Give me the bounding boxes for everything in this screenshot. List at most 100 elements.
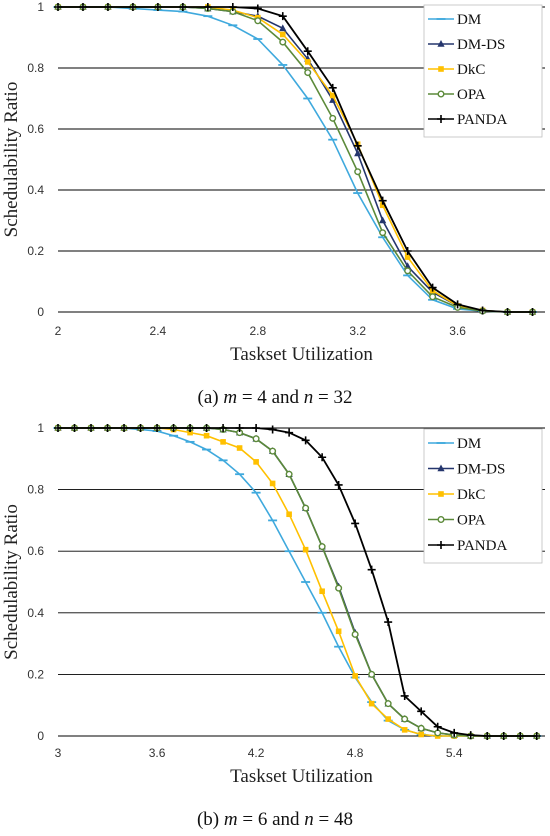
caption-and: and — [267, 809, 304, 830]
point-PANDA — [400, 691, 409, 700]
legend-label-DM-DS: DM-DS — [457, 37, 505, 53]
point-OPA — [285, 470, 293, 478]
point-OPA — [329, 114, 337, 122]
point-PANDA — [285, 428, 294, 437]
point-PANDA — [278, 12, 287, 21]
point-OPA — [279, 38, 287, 46]
legend-marker-DM-DS — [437, 464, 445, 472]
legend-b: DM DM-DS DkC OPA PANDA — [423, 428, 543, 564]
point-DkC — [404, 254, 411, 260]
point-PANDA — [103, 424, 112, 432]
legend-label-DM: DM — [457, 436, 481, 452]
point-PANDA — [403, 247, 412, 255]
x-tick-label-a: 3.2 — [349, 324, 366, 338]
point-DkC — [286, 511, 292, 518]
x-tick-label-b: 5.4 — [446, 746, 463, 760]
caption-n: n — [304, 809, 314, 830]
point-PANDA — [528, 308, 537, 316]
point-DM-DS — [279, 24, 287, 32]
legend-marker-OPA — [437, 515, 445, 523]
y-tick-label-b: 0.2 — [27, 667, 44, 681]
point-PANDA — [367, 565, 376, 574]
y-tick-label-b: 0.8 — [27, 483, 44, 497]
point-PANDA — [120, 424, 129, 432]
point-DkC — [302, 546, 309, 553]
point-PANDA — [428, 283, 437, 292]
point-DkC — [418, 731, 424, 738]
point-DkC — [304, 59, 311, 65]
point-OPA — [401, 715, 409, 723]
point-OPA — [379, 229, 387, 237]
caption-prefix: (b) — [197, 809, 224, 830]
chart-panel-a: 0 0.2 0.4 0.6 0.8 1 2 2.4 2.8 3.2 3.6 Taskset Utili… — [1, 0, 545, 408]
y-axis-title-b: Schedulability Ratio — [1, 504, 22, 660]
point-OPA — [368, 670, 376, 678]
point-PANDA — [87, 424, 96, 432]
point-OPA — [304, 69, 312, 77]
point-OPA — [404, 267, 412, 275]
point-PANDA — [54, 3, 62, 11]
point-PANDA — [103, 3, 112, 11]
point-PANDA — [153, 3, 162, 11]
point-DkC — [236, 445, 243, 451]
x-tick-label-a: 3.6 — [449, 324, 466, 338]
legend-label-DM: DM — [457, 12, 481, 28]
point-PANDA — [334, 480, 343, 489]
legend-marker-DkC — [438, 66, 444, 72]
point-DkC — [220, 439, 226, 445]
series-PANDA-a — [54, 3, 537, 316]
caption-m: m — [224, 809, 238, 830]
legend-marker-DkC — [438, 491, 444, 497]
point-PANDA — [78, 3, 87, 11]
point-PANDA — [153, 424, 162, 432]
point-OPA — [252, 435, 260, 443]
x-tick-label-a: 2.4 — [150, 324, 167, 338]
legend-marker-PANDA — [437, 115, 445, 123]
caption-n-value: = 32 — [313, 387, 352, 408]
x-tick-label-b: 4.8 — [347, 746, 364, 760]
x-axis-title-b: Taskset Utilization — [230, 766, 373, 787]
point-OPA — [302, 504, 310, 512]
point-PANDA — [532, 732, 541, 740]
point-DkC — [335, 628, 342, 635]
point-DkC — [253, 459, 259, 465]
point-PANDA — [466, 731, 475, 740]
point-DkC — [279, 31, 286, 38]
point-PANDA — [503, 308, 512, 316]
point-PANDA — [70, 424, 79, 432]
point-DkC — [187, 429, 193, 436]
legend-label-DkC: DkC — [457, 487, 485, 503]
point-DkC — [401, 727, 408, 733]
y-tick-label-a: 1 — [37, 0, 44, 14]
point-PANDA — [186, 424, 195, 432]
point-OPA — [417, 724, 425, 732]
legend-label-DkC: DkC — [457, 62, 485, 78]
y-tick-label-a: 0 — [37, 305, 44, 319]
point-PANDA — [328, 83, 337, 92]
point-PANDA — [219, 424, 228, 432]
legend-marker-OPA — [437, 90, 445, 98]
legend-label-PANDA: PANDA — [457, 112, 507, 128]
point-PANDA — [318, 453, 327, 462]
point-DkC — [379, 202, 386, 209]
x-tick-label-b: 3.6 — [149, 746, 166, 760]
point-OPA — [434, 729, 442, 737]
point-OPA — [318, 543, 326, 551]
caption-m-value: = 6 — [238, 809, 268, 830]
point-PANDA — [351, 519, 360, 528]
y-tick-label-a: 0.6 — [27, 122, 44, 136]
point-PANDA — [499, 732, 508, 740]
x-tick-label-b: 3 — [55, 746, 62, 760]
point-DM-DS — [329, 96, 337, 103]
point-PANDA — [178, 3, 187, 11]
point-OPA — [254, 17, 262, 25]
point-PANDA — [136, 424, 145, 432]
legend-marker-PANDA — [437, 541, 445, 549]
point-PANDA — [433, 722, 442, 731]
point-OPA — [351, 630, 359, 638]
caption-prefix: (a) — [198, 387, 224, 408]
point-OPA — [269, 447, 277, 455]
caption-a: (a) m = 4 and n = 32 — [198, 387, 353, 408]
legend-marker-DM-DS — [437, 40, 445, 47]
point-PANDA — [228, 3, 237, 11]
